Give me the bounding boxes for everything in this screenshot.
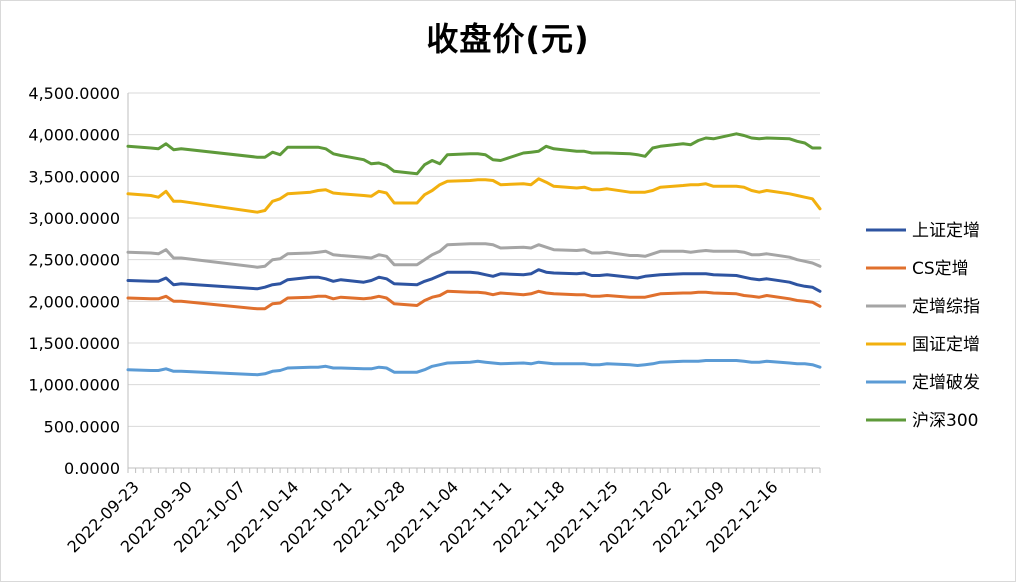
legend-label: 定增综指	[912, 297, 980, 317]
legend-label: 上证定增	[912, 221, 980, 241]
axes: 0.0000 500.0000 1,000.0000 1,500.0000 2,000.…	[28, 84, 821, 556]
y-tick-label: 1,500.0000	[28, 334, 120, 353]
y-tick-label: 1,000.0000	[28, 376, 120, 395]
y-tick-label: 0.0000	[64, 459, 120, 478]
y-tick-label: 3,500.0000	[28, 167, 120, 186]
chart-title: 收盘价(元)	[426, 20, 590, 58]
y-tick-label: 4,000.0000	[28, 126, 120, 145]
legend-label: CS定增	[912, 259, 969, 279]
series-lines	[126, 132, 822, 377]
y-tick-label: 2,500.0000	[28, 251, 120, 270]
series-line	[126, 268, 822, 293]
series-line	[126, 177, 822, 214]
series-line	[126, 132, 822, 176]
gridlines	[128, 92, 820, 427]
y-tick-label: 2,000.0000	[28, 292, 120, 311]
y-tick-label: 500.0000	[44, 417, 120, 436]
legend-label: 定增破发	[912, 373, 980, 393]
series-line	[126, 289, 822, 311]
series-line	[126, 242, 822, 269]
y-tick-label: 3,000.0000	[28, 209, 120, 228]
legend-label: 沪深300	[912, 411, 978, 431]
y-tick-label: 4,500.0000	[28, 84, 120, 103]
series-line	[126, 359, 822, 377]
legend-label: 国证定增	[912, 335, 980, 355]
